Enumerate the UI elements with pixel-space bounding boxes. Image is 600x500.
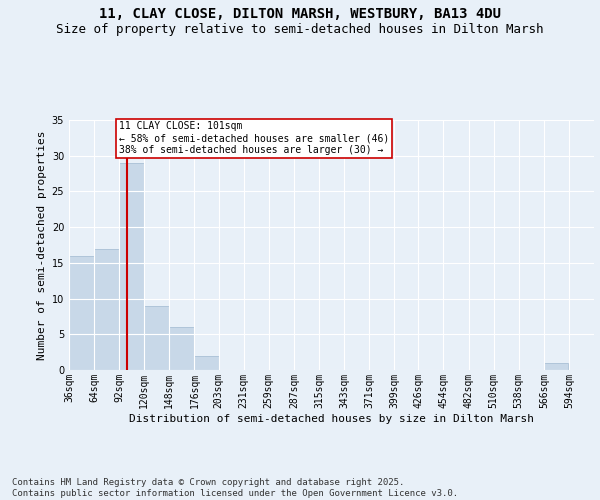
Bar (544, 363, 568, 370)
Bar (144, 306, 169, 370)
Bar (69, 256, 94, 370)
Text: 11, CLAY CLOSE, DILTON MARSH, WESTBURY, BA13 4DU: 11, CLAY CLOSE, DILTON MARSH, WESTBURY, … (99, 8, 501, 22)
Text: Contains HM Land Registry data © Crown copyright and database right 2025.
Contai: Contains HM Land Registry data © Crown c… (12, 478, 458, 498)
Text: 11 CLAY CLOSE: 101sqm
← 58% of semi-detached houses are smaller (46)
38% of semi: 11 CLAY CLOSE: 101sqm ← 58% of semi-deta… (119, 122, 389, 154)
Bar (94, 248, 119, 370)
Bar (169, 327, 194, 370)
Y-axis label: Number of semi-detached properties: Number of semi-detached properties (37, 130, 47, 360)
Bar (119, 163, 144, 370)
X-axis label: Distribution of semi-detached houses by size in Dilton Marsh: Distribution of semi-detached houses by … (129, 414, 534, 424)
Bar (194, 356, 219, 370)
Text: Size of property relative to semi-detached houses in Dilton Marsh: Size of property relative to semi-detach… (56, 22, 544, 36)
